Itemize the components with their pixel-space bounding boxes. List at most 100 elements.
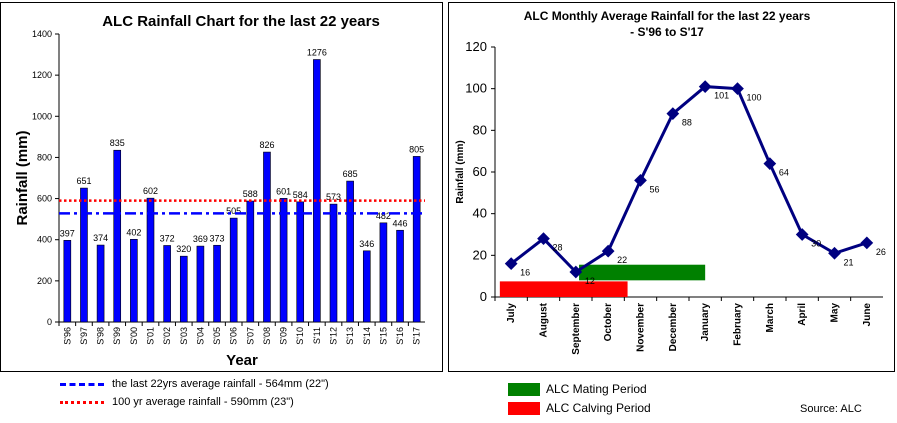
bar xyxy=(246,200,255,323)
bar-value-label: 505 xyxy=(226,206,241,216)
bar xyxy=(346,180,354,323)
y-axis-title: Rainfall (mm) xyxy=(455,140,466,203)
x-tick-label: S'06 xyxy=(229,327,239,345)
line-chart: ALC Monthly Average Rainfall for the las… xyxy=(455,9,886,355)
x-tick-label: S'14 xyxy=(362,327,372,345)
chart-title: ALC Rainfall Chart for the last 22 years xyxy=(102,13,380,30)
legend-label-calving-period: ALC Calving Period xyxy=(546,401,651,415)
data-point-marker xyxy=(795,228,809,241)
y-tick-label: 80 xyxy=(473,122,487,137)
bar-value-label: 320 xyxy=(176,244,191,254)
data-point-marker xyxy=(763,157,777,171)
legend-item-calving-period: ALC Calving Period xyxy=(508,401,651,415)
x-tick-label: S'98 xyxy=(96,327,106,345)
data-value-label: 26 xyxy=(876,247,886,257)
x-tick-label: S'11 xyxy=(312,327,322,344)
y-tick-label: 600 xyxy=(37,194,52,204)
bar-value-label: 602 xyxy=(143,186,158,196)
x-tick-label: September xyxy=(571,303,582,355)
bar xyxy=(279,198,288,323)
mating-swatch xyxy=(508,382,540,396)
bar xyxy=(313,59,321,323)
rainfall-chart-panel: ALC Rainfall Chart for the last 22 years… xyxy=(0,2,443,372)
x-tick-label: May xyxy=(830,303,841,323)
x-tick-label: S'13 xyxy=(345,327,355,345)
bar xyxy=(362,250,371,323)
data-value-label: 88 xyxy=(682,118,692,128)
data-value-label: 30 xyxy=(811,239,821,249)
x-tick-label: S'17 xyxy=(412,327,422,345)
data-point-marker xyxy=(731,82,744,96)
x-tick-label: S'07 xyxy=(245,327,255,345)
bar-value-label: 601 xyxy=(276,186,291,196)
legend-label-mating-period: ALC Mating Period xyxy=(546,382,647,396)
data-point-marker xyxy=(860,236,874,250)
bar-chart: ALC Rainfall Chart for the last 22 years… xyxy=(14,13,425,369)
data-value-label: 21 xyxy=(844,257,854,267)
data-value-label: 22 xyxy=(617,255,627,265)
bar xyxy=(412,156,421,323)
y-tick-label: 0 xyxy=(47,317,52,327)
chart-title-line-1: ALC Monthly Average Rainfall for the las… xyxy=(524,9,811,23)
bar xyxy=(146,197,155,323)
bar-value-label: 373 xyxy=(210,233,225,243)
y-axis-title: Rainfall (mm) xyxy=(14,130,31,225)
x-tick-label: S'05 xyxy=(212,327,222,345)
y-tick-label: 0 xyxy=(480,289,487,304)
y-tick-label: 200 xyxy=(37,276,52,286)
rainfall-line xyxy=(510,85,868,274)
x-tick-label: February xyxy=(733,303,744,346)
x-tick-label: S'12 xyxy=(329,327,339,345)
x-tick-label: March xyxy=(765,303,776,332)
bar-value-label: 651 xyxy=(76,176,91,186)
x-tick-label: S'08 xyxy=(262,327,272,345)
bar xyxy=(196,245,205,323)
x-tick-label: S'09 xyxy=(279,327,289,345)
x-tick-label: January xyxy=(700,303,711,342)
x-tick-label: S'02 xyxy=(162,327,172,345)
y-tick-label: 1200 xyxy=(32,70,52,80)
legend-item-mating-period: ALC Mating Period xyxy=(508,382,647,396)
calving-swatch xyxy=(508,401,540,415)
chart-title-line-2: - S'96 to S'17 xyxy=(630,25,704,39)
bar xyxy=(379,222,388,323)
bar-value-label: 346 xyxy=(359,239,374,249)
bar xyxy=(296,201,305,323)
x-tick-label: July xyxy=(506,303,517,323)
x-tick-label: S'04 xyxy=(195,327,205,345)
bar xyxy=(213,244,221,323)
legend-item-22yr-average: the last 22yrs average rainfall - 564mm … xyxy=(60,378,329,390)
bar-value-label: 685 xyxy=(343,169,358,179)
data-value-label: 101 xyxy=(714,91,729,101)
calving-period-bar xyxy=(499,281,628,297)
y-tick-label: 40 xyxy=(473,206,487,221)
bar-value-label: 826 xyxy=(259,140,274,150)
legend-item-100yr-average: 100 yr average rainfall - 590mm (23") xyxy=(60,396,294,408)
bar-value-label: 372 xyxy=(160,233,175,243)
y-tick-label: 800 xyxy=(37,152,52,162)
bar xyxy=(396,229,404,323)
monthly-chart-panel: ALC Monthly Average Rainfall for the las… xyxy=(448,2,895,372)
bar xyxy=(96,244,105,323)
dash-dot-line-swatch xyxy=(60,382,104,386)
x-tick-label: S'00 xyxy=(129,327,139,345)
x-tick-label: June xyxy=(862,303,873,327)
y-tick-label: 400 xyxy=(37,235,52,245)
data-point-marker xyxy=(569,265,583,279)
y-tick-label: 100 xyxy=(465,81,487,96)
bar xyxy=(179,255,188,323)
bar-value-label: 397 xyxy=(60,228,75,238)
data-value-label: 56 xyxy=(650,184,660,194)
bar xyxy=(163,245,171,323)
bar-value-label: 805 xyxy=(409,144,424,154)
y-tick-label: 1400 xyxy=(32,29,52,39)
legend-label-22yr-average: the last 22yrs average rainfall - 564mm … xyxy=(112,378,329,390)
data-value-label: 12 xyxy=(585,276,595,286)
x-tick-label: S'15 xyxy=(378,327,388,345)
y-tick-label: 120 xyxy=(465,39,487,54)
source-note: Source: ALC xyxy=(800,403,862,415)
x-axis-title: Year xyxy=(226,352,258,369)
bar xyxy=(329,203,338,323)
data-point-marker xyxy=(634,173,647,187)
x-tick-label: October xyxy=(603,303,614,341)
